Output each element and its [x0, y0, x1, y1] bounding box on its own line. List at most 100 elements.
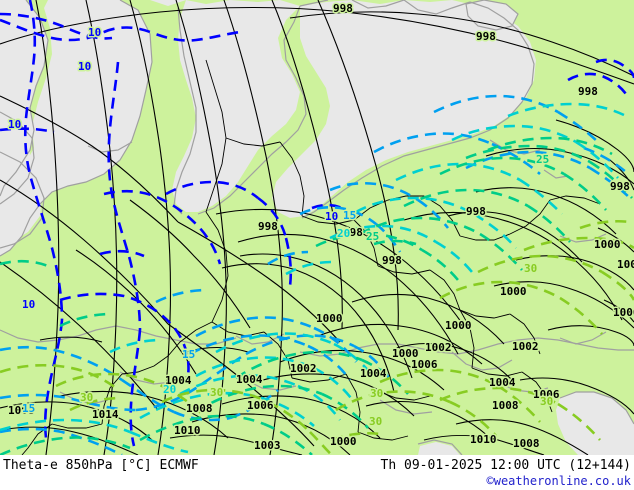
- svg-text:1008: 1008: [8, 404, 35, 417]
- svg-text:1004: 1004: [236, 373, 263, 386]
- svg-text:1002: 1002: [425, 341, 452, 354]
- svg-text:1010: 1010: [470, 433, 497, 446]
- svg-text:15: 15: [343, 209, 356, 222]
- svg-text:15: 15: [182, 348, 195, 361]
- svg-text:1006: 1006: [533, 388, 560, 401]
- svg-text:1004: 1004: [360, 367, 387, 380]
- svg-text:30: 30: [80, 391, 93, 404]
- svg-text:1008: 1008: [513, 437, 540, 450]
- svg-text:10: 10: [78, 60, 91, 73]
- svg-text:1014: 1014: [92, 408, 119, 421]
- svg-text:1004: 1004: [489, 376, 516, 389]
- svg-text:998: 998: [382, 254, 402, 267]
- svg-text:1000: 1000: [500, 285, 527, 298]
- svg-text:998: 998: [466, 205, 486, 218]
- svg-text:1004: 1004: [360, 367, 387, 380]
- svg-text:1002: 1002: [512, 340, 539, 353]
- svg-text:1006: 1006: [247, 399, 274, 412]
- svg-text:1000: 1000: [594, 238, 621, 251]
- svg-text:1000: 1000: [392, 347, 419, 360]
- svg-text:1003: 1003: [254, 439, 281, 452]
- country-borders: [21, 59, 601, 455]
- svg-text:1000: 1000: [594, 238, 621, 251]
- svg-text:1006: 1006: [613, 306, 634, 319]
- svg-text:30: 30: [210, 386, 223, 399]
- svg-text:998: 998: [578, 85, 598, 98]
- map-canvas[interactable]: 998 998 998 998 998 998 998 998 998 998 998 998 998 9…: [0, 0, 634, 455]
- svg-text:1006: 1006: [533, 388, 560, 401]
- isobar-contours: [0, 0, 634, 455]
- parameter-label: Theta-e 850hPa [°C] ECMWF: [3, 458, 199, 473]
- thetae-label: 1010: [77, 59, 93, 75]
- thetae-contour-20: [0, 102, 627, 454]
- svg-text:30: 30: [370, 387, 383, 400]
- svg-text:30: 30: [370, 387, 383, 400]
- svg-text:1010: 1010: [174, 424, 201, 437]
- svg-text:1010: 1010: [470, 433, 497, 446]
- svg-text:1006: 1006: [411, 358, 438, 371]
- svg-text:1004: 1004: [489, 376, 516, 389]
- valid-time-label: Th 09-01-2025 12:00 UTC (12+144): [380, 458, 631, 473]
- copyright-credit[interactable]: ©weatheronline.co.uk: [486, 474, 632, 488]
- svg-text:998: 998: [610, 180, 630, 193]
- svg-text:10: 10: [22, 298, 35, 311]
- thetae-contour-25: [0, 136, 633, 455]
- svg-text:1002: 1002: [290, 362, 317, 375]
- svg-text:998: 998: [610, 180, 630, 193]
- svg-text:25: 25: [536, 153, 549, 166]
- isobar-label-group: 9989989989989989989989989989989989989989…: [7, 1, 634, 454]
- svg-text:30: 30: [540, 395, 553, 408]
- svg-text:10: 10: [8, 118, 21, 131]
- svg-text:10: 10: [88, 26, 101, 39]
- svg-text:1002: 1002: [290, 362, 317, 375]
- svg-text:1004: 1004: [617, 258, 634, 271]
- svg-text:10: 10: [325, 210, 338, 223]
- svg-text:25: 25: [366, 230, 379, 243]
- svg-text:10: 10: [22, 298, 35, 311]
- svg-text:30: 30: [369, 415, 382, 428]
- svg-text:998: 998: [382, 254, 402, 267]
- svg-text:998: 998: [343, 226, 363, 239]
- thetae-contour-10: [0, 0, 634, 447]
- svg-text:1000: 1000: [392, 347, 419, 360]
- svg-text:1008: 1008: [492, 399, 519, 412]
- svg-text:15: 15: [22, 402, 35, 415]
- svg-text:20: 20: [163, 383, 176, 396]
- svg-text:998: 998: [333, 2, 353, 15]
- svg-text:1008: 1008: [186, 402, 213, 415]
- svg-text:10: 10: [8, 118, 21, 131]
- thetae-contour-30: [0, 219, 634, 455]
- svg-text:998: 998: [476, 30, 496, 43]
- thetae-contour-15: [0, 94, 633, 455]
